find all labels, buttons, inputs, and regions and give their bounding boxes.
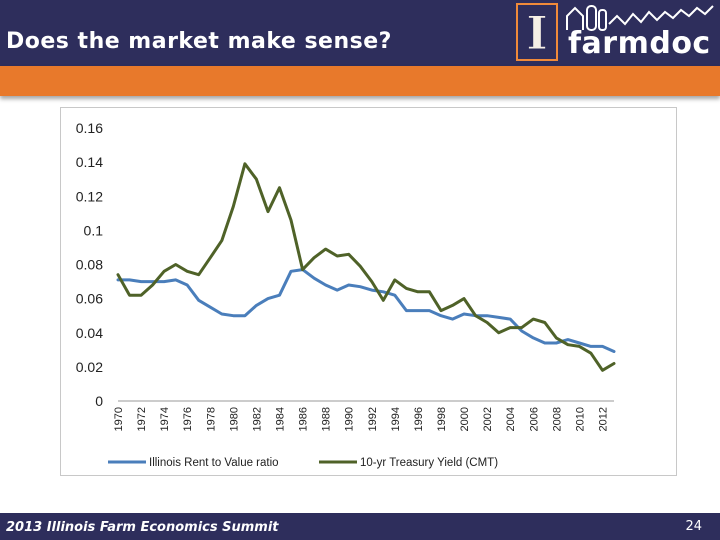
x-tick-label: 1984 bbox=[274, 407, 286, 431]
y-tick-label: 0.06 bbox=[76, 291, 103, 307]
x-tick-label: 2000 bbox=[459, 407, 471, 431]
x-tick-label: 1974 bbox=[159, 407, 171, 431]
x-tick-label: 1970 bbox=[113, 407, 125, 431]
block-i-glyph: I bbox=[526, 6, 549, 61]
block-i-letter: I bbox=[526, 6, 548, 59]
x-tick-label: 1998 bbox=[436, 407, 448, 431]
header-accent-bar: Harness the Power of the Internet bbox=[0, 66, 720, 160]
block-i-logo: I bbox=[516, 3, 558, 61]
x-tick-label: 1976 bbox=[182, 407, 194, 431]
y-tick-label: 0.04 bbox=[76, 325, 103, 341]
y-tick-label: 0 bbox=[95, 393, 103, 409]
slide-title: Does the market make sense? bbox=[6, 29, 392, 54]
x-tick-label: 2002 bbox=[482, 407, 494, 431]
x-tick-label: 2006 bbox=[528, 407, 540, 431]
series-line-1 bbox=[116, 268, 616, 353]
x-tick-label: 1996 bbox=[413, 407, 425, 431]
x-tick-label: 2008 bbox=[551, 407, 563, 431]
x-tick-label: 2010 bbox=[574, 407, 586, 431]
y-tick-label: 0.12 bbox=[76, 188, 103, 204]
x-tick-label: 2004 bbox=[505, 407, 517, 431]
series-line-2 bbox=[116, 162, 616, 372]
x-tick-label: 1986 bbox=[298, 407, 310, 431]
x-tick-label: 1992 bbox=[367, 407, 379, 431]
x-tick-label: 2012 bbox=[597, 407, 609, 431]
x-tick-label: 1978 bbox=[205, 407, 217, 431]
x-tick-label: 1990 bbox=[344, 407, 356, 431]
chart-panel: 0 0.02 0.04 0.06 0.08 0.1 0.12 0.14 0.16 1970 1972… bbox=[60, 107, 677, 476]
x-tick-label: 1982 bbox=[251, 407, 263, 431]
y-tick-label: 0.02 bbox=[76, 359, 103, 375]
slide-footer: 2013 Illinois Farm Economics Summit 24 bbox=[0, 513, 720, 540]
x-tick-label: 1994 bbox=[390, 407, 402, 431]
farm-skyline-icon bbox=[566, 5, 714, 31]
line-chart: 0 0.02 0.04 0.06 0.08 0.1 0.12 0.14 0.16 1970 1972… bbox=[76, 120, 616, 469]
x-tick-label: 1972 bbox=[136, 407, 148, 431]
y-tick-label: 0.16 bbox=[76, 120, 103, 136]
farmdoc-logo-text: farmdoc bbox=[568, 26, 711, 61]
slide-header: Does the market make sense? I farmdoc bbox=[0, 0, 720, 66]
page-number: 24 bbox=[685, 519, 702, 534]
x-tick-label: 1988 bbox=[321, 407, 333, 431]
legend-label-1: Illinois Rent to Value ratio bbox=[149, 457, 279, 469]
legend-label-2: 10-yr Treasury Yield (CMT) bbox=[360, 457, 498, 469]
y-tick-label: 0.1 bbox=[84, 222, 104, 238]
footer-event-title: 2013 Illinois Farm Economics Summit bbox=[6, 520, 279, 535]
x-tick-label: 1980 bbox=[228, 407, 240, 431]
y-tick-label: 0.08 bbox=[76, 257, 103, 273]
y-tick-label: 0.14 bbox=[76, 154, 103, 170]
